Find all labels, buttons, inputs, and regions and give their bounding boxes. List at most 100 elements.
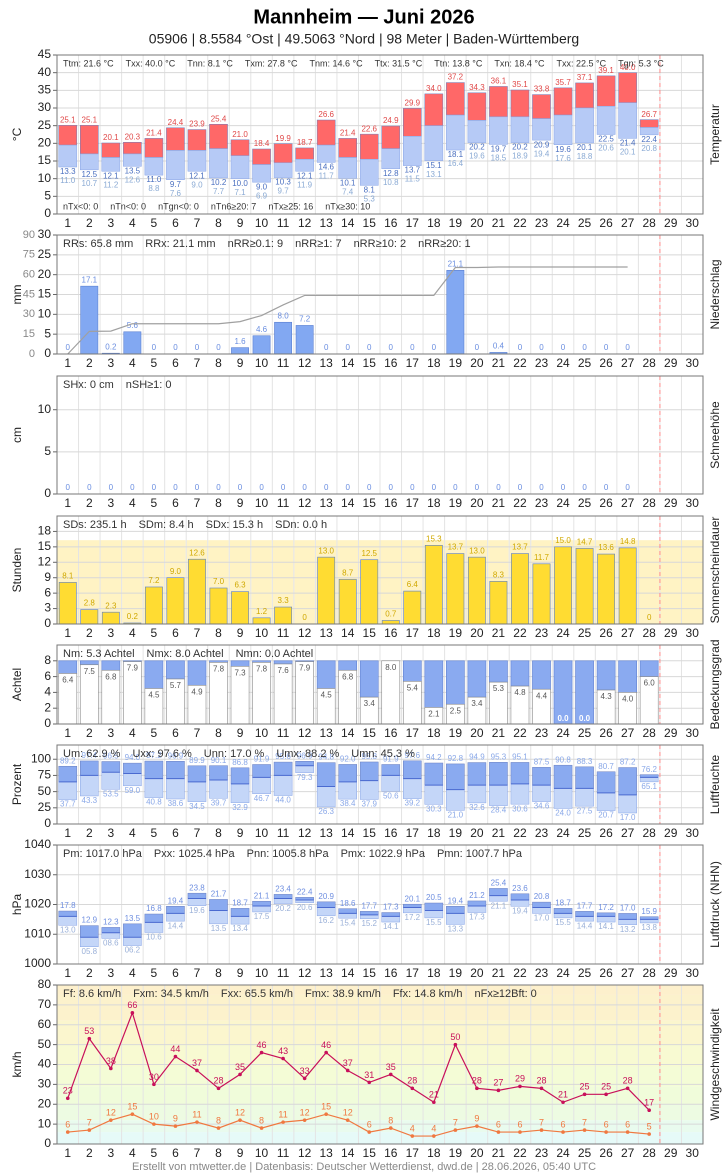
point — [410, 1134, 415, 1138]
x-tick-label: 29 — [664, 826, 678, 840]
value-label: 05.8 — [82, 947, 98, 956]
x-tick-label: 7 — [194, 966, 201, 980]
value-label: 0 — [453, 483, 458, 492]
value-label: 20.2 — [275, 904, 291, 913]
x-tick-label: 30 — [686, 1146, 700, 1160]
x-tick-label: 6 — [172, 216, 179, 230]
point — [216, 1086, 221, 1091]
value-label: 6 — [367, 1119, 372, 1129]
value-label: 17.0 — [534, 914, 550, 923]
x-tick-label: 16 — [384, 1146, 398, 1160]
value-label: 39.2 — [405, 799, 421, 808]
value-label: 2.8 — [84, 599, 96, 608]
lower-bar — [532, 907, 551, 914]
upper-bar — [101, 761, 121, 773]
x-tick-label: 8 — [215, 626, 222, 640]
upper-bar — [381, 125, 401, 149]
x-tick-label: 27 — [621, 496, 635, 510]
x-tick-label: 29 — [664, 626, 678, 640]
x-tick-label: 21 — [492, 496, 506, 510]
value-label: 4 — [431, 1123, 436, 1133]
upper-bar — [58, 765, 78, 783]
x-tick-label: 26 — [599, 726, 613, 740]
x-tick-label: 29 — [664, 1146, 678, 1160]
value-label: 53.5 — [103, 789, 119, 798]
y-tick-label: 35 — [38, 83, 52, 97]
bar — [144, 586, 163, 625]
upper-bar — [489, 762, 508, 786]
x-tick-label: 2 — [86, 1146, 93, 1160]
stat-text: Ttx: 31.5 °C — [375, 58, 423, 68]
x-tick-label: 21 — [492, 726, 506, 740]
upper-bar — [316, 762, 336, 787]
value-label: 5.6 — [127, 321, 139, 330]
stat-text: Nm: 5.3 Achtel — [63, 648, 135, 660]
upper-bar — [467, 762, 487, 786]
x-tick-label: 22 — [513, 966, 527, 980]
stat-text: SDs: 235.1 h — [63, 519, 127, 531]
value-label: 1.2 — [256, 607, 268, 616]
upper-bar — [80, 125, 99, 155]
value-label: 13.5 — [211, 924, 227, 933]
bar — [575, 548, 594, 625]
x-tick-label: 4 — [129, 966, 136, 980]
x-tick-label: 14 — [341, 356, 355, 370]
point — [432, 1100, 436, 1105]
value-label: 96.9 — [168, 751, 184, 760]
x-tick-label: 30 — [686, 966, 700, 980]
value-label: 1.6 — [234, 337, 246, 346]
x-tick-label: 1 — [64, 826, 71, 840]
upper-bar — [446, 82, 465, 116]
value-label: 0 — [625, 483, 630, 492]
lower-bar — [446, 114, 465, 151]
x-tick-label: 16 — [384, 356, 398, 370]
point — [324, 1112, 328, 1116]
value-label: 7.7 — [213, 187, 225, 196]
upper-bar — [144, 760, 164, 779]
x-tick-label: 21 — [492, 966, 506, 980]
x-tick-label: 24 — [556, 356, 570, 370]
x-tick-label: 6 — [172, 826, 179, 840]
point — [152, 1082, 156, 1087]
point — [259, 1050, 264, 1055]
x-tick-label: 21 — [492, 1146, 506, 1160]
lower-bar — [424, 910, 444, 919]
value-label: 17.0 — [620, 813, 636, 822]
value-label: 0 — [259, 483, 264, 492]
value-label: 0.2 — [127, 612, 139, 621]
y-axis-label: hPa — [10, 894, 24, 916]
lower-bar — [123, 773, 142, 787]
x-tick-label: 10 — [255, 626, 269, 640]
value-label: 0 — [389, 343, 394, 352]
stat-text: Ff: 8.6 km/h — [63, 988, 121, 1000]
x-tick-label: 3 — [107, 496, 114, 510]
y-tick-label: 15 — [38, 539, 52, 553]
x-tick-label: 24 — [556, 966, 570, 980]
value-label: 43.3 — [82, 796, 98, 805]
value-label: 0 — [367, 343, 372, 352]
value-label: 0.7 — [385, 610, 397, 619]
bar — [123, 331, 142, 355]
value-label: 53 — [84, 1026, 94, 1036]
lower-bar — [252, 777, 271, 795]
x-tick-label: 1 — [64, 496, 71, 510]
value-label: 50.6 — [383, 791, 399, 800]
value-label: 13.3 — [448, 925, 464, 934]
value-label: 0 — [582, 343, 587, 352]
series-line — [67, 1113, 650, 1137]
value-label: 0 — [518, 343, 523, 352]
value-label: 22.5 — [598, 135, 614, 144]
y-tick-label: 15 — [38, 287, 52, 301]
value-label: 19.6 — [189, 906, 205, 915]
value-label: 14.4 — [168, 921, 184, 930]
stat-text: Nmx: 8.0 Achtel — [147, 648, 224, 660]
point — [216, 1126, 221, 1130]
value-label: 20.7 — [598, 811, 614, 820]
value-label: 27 — [493, 1078, 503, 1088]
value-label: 80.7 — [598, 762, 614, 771]
value-label: 4.6 — [256, 325, 268, 334]
x-tick-label: 15 — [363, 216, 377, 230]
x-tick-label: 30 — [686, 626, 700, 640]
value-label: 19.9 — [275, 134, 291, 143]
value-label: 13.2 — [620, 925, 636, 934]
